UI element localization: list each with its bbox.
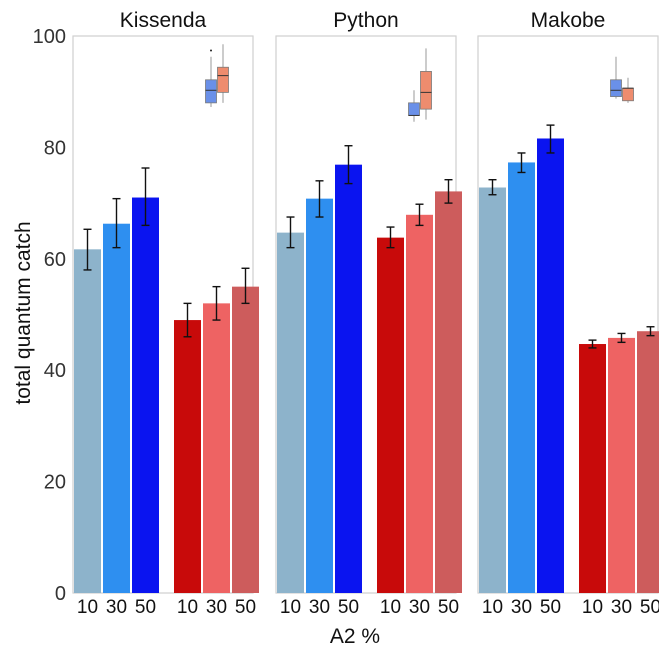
y-axis: 0 20 40 60 80 100 (33, 26, 66, 605)
x-tick-label: 50 (235, 597, 256, 618)
x-tick-label: 30 (309, 597, 330, 618)
panel-python: Python 10 30 50 10 30 50 (275, 9, 462, 618)
inset-outlier (210, 49, 212, 52)
x-tick-label: 50 (135, 597, 156, 618)
panel-frame (477, 35, 659, 594)
bar (174, 320, 201, 593)
bar (377, 237, 404, 593)
bar (406, 214, 433, 593)
x-tick-label: 30 (511, 597, 532, 618)
y-tick-label: 20 (44, 472, 66, 494)
bar (335, 164, 362, 594)
panel-title: Python (333, 9, 398, 32)
x-tick-label: 30 (206, 597, 227, 618)
panel-kissenda: Kissenda 10 30 50 10 30 50 (72, 9, 259, 618)
inset-box (610, 79, 622, 97)
inset-box (217, 66, 229, 93)
x-tick-label: 10 (280, 597, 301, 618)
x-tick-label: 10 (582, 597, 603, 618)
panel-title: Kissenda (120, 9, 207, 32)
bar (637, 331, 659, 593)
x-tick-label: 50 (640, 597, 659, 618)
panel-makobe: Makobe 10 30 50 10 30 50 (477, 9, 659, 618)
inset-box (205, 79, 217, 104)
bar (579, 344, 606, 593)
x-tick-label: 30 (611, 597, 632, 618)
x-axis-title: A2 % (330, 625, 380, 648)
bar (508, 162, 535, 593)
x-tick-label: 50 (438, 597, 459, 618)
y-tick-label: 0 (55, 583, 66, 605)
x-tick-label: 10 (77, 597, 98, 618)
x-tick-label: 10 (482, 597, 503, 618)
bar (306, 198, 333, 594)
bar (74, 249, 101, 593)
inset-boxplot (205, 44, 229, 108)
bar (103, 223, 130, 594)
x-tick-label: 30 (409, 597, 430, 618)
y-tick-label: 60 (44, 249, 66, 271)
bar (479, 187, 506, 593)
x-tick-label: 50 (540, 597, 561, 618)
bar (203, 303, 230, 593)
y-axis-title: total quantum catch (12, 221, 35, 404)
bar (277, 232, 304, 593)
inset-box (420, 71, 432, 110)
inset-boxplot (408, 48, 432, 122)
x-tick-label: 30 (106, 597, 127, 618)
y-tick-label: 40 (44, 360, 66, 382)
x-tick-label: 10 (177, 597, 198, 618)
inset-box (408, 102, 420, 116)
inset-box (622, 87, 634, 102)
bar (132, 197, 159, 593)
y-tick-label: 80 (44, 137, 66, 159)
bar (232, 286, 259, 593)
x-tick-label: 10 (380, 597, 401, 618)
bar (608, 337, 635, 593)
bar (435, 191, 462, 593)
x-tick-label: 50 (338, 597, 359, 618)
inset-boxplot (610, 56, 634, 103)
bar (537, 138, 564, 593)
y-tick-label: 100 (33, 26, 66, 48)
panel-title: Makobe (531, 9, 606, 32)
